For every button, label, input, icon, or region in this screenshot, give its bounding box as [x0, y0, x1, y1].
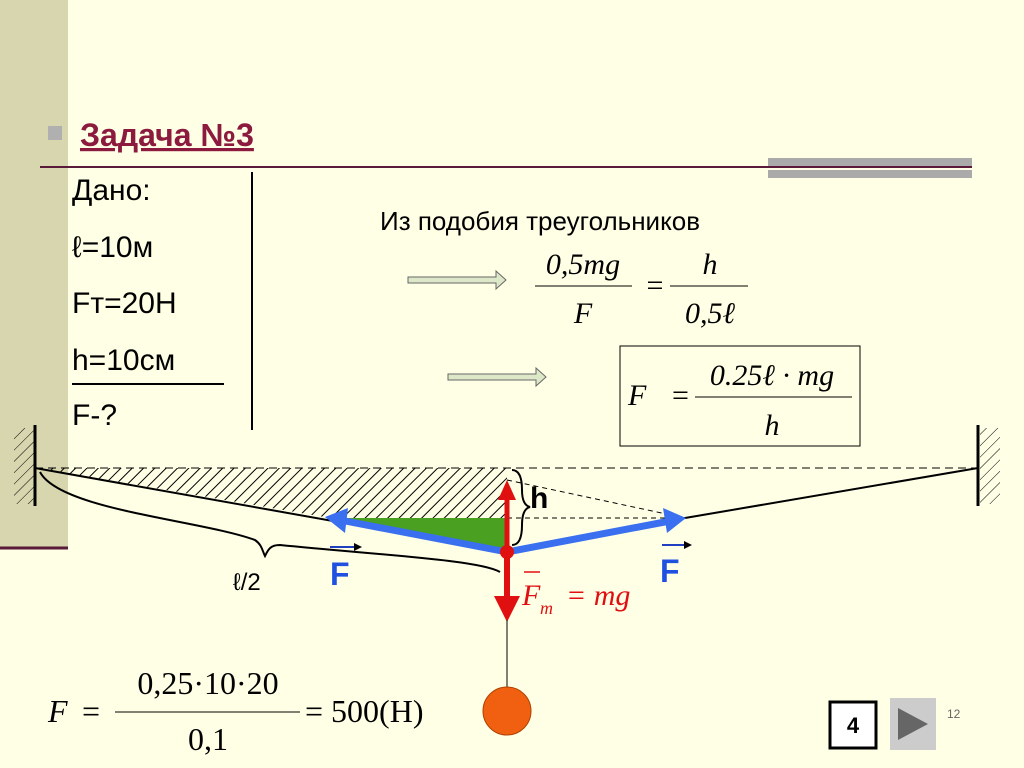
h-label: h	[530, 482, 548, 515]
formula-text: 0.25ℓ · mg	[710, 359, 834, 392]
hatched-triangle	[38, 468, 507, 518]
calc-text: F	[47, 693, 68, 729]
unknown: F-?	[72, 399, 117, 432]
length-label: ℓ/2	[233, 569, 261, 596]
weight	[482, 686, 532, 736]
formula-text: F	[573, 297, 593, 330]
page-number: 12	[947, 707, 961, 721]
bullet	[48, 126, 62, 140]
gravity-sub: m	[540, 598, 553, 618]
slide-button-label[interactable]: 4	[847, 713, 860, 738]
formula-text: =	[672, 379, 689, 412]
given-item: ℓ=10м	[72, 231, 153, 264]
formula-text: h	[703, 248, 718, 281]
formula-text: =	[647, 269, 664, 302]
formula-text: h	[765, 409, 780, 442]
title: Задача №3	[80, 117, 254, 153]
force-label: F	[660, 553, 680, 589]
slide-button[interactable]	[828, 700, 878, 750]
calc-text: 0,25·10·20	[137, 665, 278, 701]
calc-text: = 500(H)	[305, 693, 423, 729]
result-box	[619, 345, 861, 447]
calc-text: =	[82, 693, 100, 729]
formula-text: 0,5ℓ	[685, 297, 736, 330]
formula-text: F	[627, 379, 647, 412]
gravity-rhs: = mg	[566, 579, 630, 612]
brace	[39, 471, 501, 573]
given-heading: Дано:	[72, 174, 151, 207]
similarity-note: Из подобия треугольников	[380, 206, 700, 236]
given-item: Fт=20Н	[72, 287, 177, 320]
formula-text: 0,5mg	[546, 248, 620, 281]
force-label: F	[330, 556, 350, 592]
given-item: h=10см	[72, 344, 175, 377]
calc-text: 0,1	[188, 721, 228, 757]
gravity-label: F	[521, 579, 541, 612]
